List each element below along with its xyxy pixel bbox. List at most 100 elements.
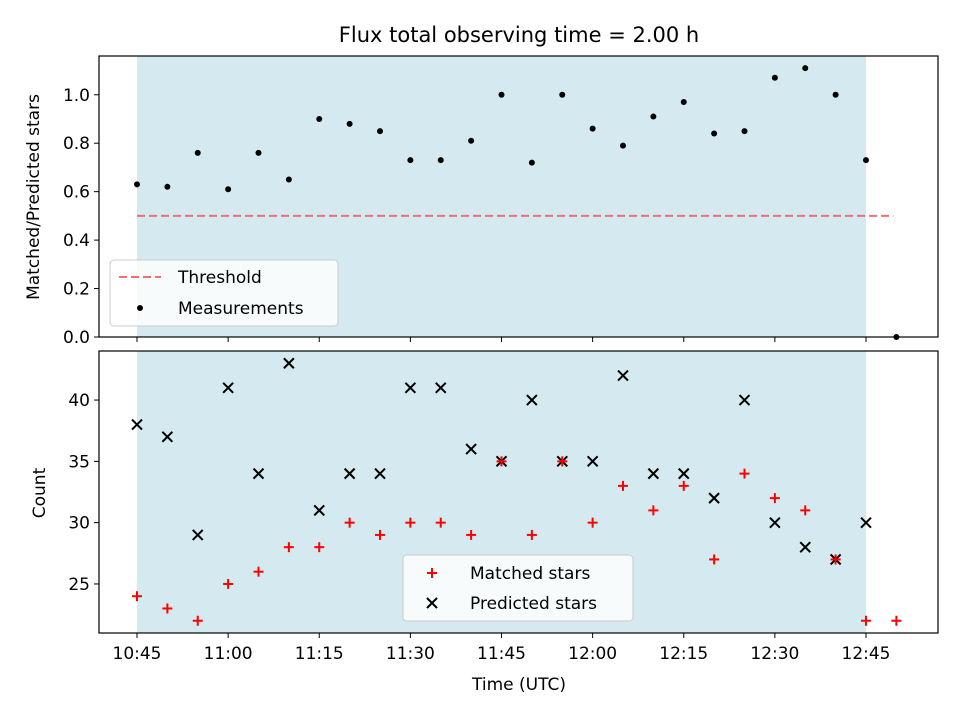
measurement-point (498, 91, 505, 98)
x-tick-label: 11:00 (204, 644, 253, 664)
measurement-point (255, 149, 262, 156)
x-axis-label: Time (UTC) (471, 675, 566, 695)
predicted-star-point (708, 492, 720, 504)
measurement-point (802, 65, 809, 72)
measurement-point (468, 137, 475, 144)
matched-star-point (192, 615, 203, 626)
measurement-point (741, 128, 748, 135)
legend-matched-label: Matched stars (470, 564, 590, 584)
predicted-star-point (343, 467, 356, 480)
matched-star-point (223, 578, 234, 589)
matched-star-point (526, 529, 537, 540)
matched-star-point (435, 517, 446, 528)
x-tick-label: 12:30 (750, 644, 799, 664)
measurement-point (832, 91, 839, 98)
y-tick-label: 0.6 (63, 183, 90, 203)
predicted-star-point-b (313, 504, 325, 517)
y-tick-label: 0.4 (63, 231, 90, 251)
matched-star-point (162, 603, 173, 614)
measurement-point (437, 157, 444, 164)
predicted-star-point-b (283, 357, 295, 369)
predicted-star-point-b (252, 467, 265, 480)
y-tick-label: 0.2 (63, 280, 90, 300)
predicted-star-point (252, 467, 265, 480)
measurement-point (134, 181, 140, 188)
predicted-star-point (678, 467, 690, 480)
bottom-panel: 25 30 35 40 10:45 11:00 11:15 11:30 11:45 12:00 12… (68, 350, 939, 664)
predicted-star-point-b (343, 467, 356, 480)
predicted-star-point-b (526, 394, 538, 406)
legend-measurements-label: Measurements (178, 299, 304, 319)
x-tick-label: 11:45 (477, 644, 526, 664)
measurement-point (863, 157, 869, 164)
bottom-y-axis-label: Count (30, 467, 50, 518)
matched-star-point (891, 615, 902, 626)
predicted-star-point (435, 382, 447, 394)
matched-star-point (344, 517, 355, 528)
matched-star-point (861, 615, 871, 626)
top-legend: Threshold Measurements (109, 259, 339, 327)
top-frame (98, 55, 939, 338)
measurement-point (620, 142, 626, 149)
matched-star-point (587, 517, 598, 528)
predicted-star-point (860, 516, 872, 529)
x-tick-label: 11:30 (386, 644, 435, 664)
x-tick-label: 12:15 (659, 644, 708, 664)
predicted-star-point (192, 529, 204, 541)
measurement-point (680, 99, 687, 106)
predicted-star-point-b (161, 431, 174, 443)
predicted-star-point-b (192, 529, 204, 541)
matched-star-point (648, 505, 659, 516)
predicted-star-point (131, 418, 143, 431)
matched-star-point (769, 493, 780, 504)
predicted-star-point-b (586, 455, 599, 468)
predicted-star-point-b (374, 467, 386, 480)
predicted-star-point-b (708, 492, 720, 504)
predicted-star-point-b (465, 443, 477, 455)
measurement-point (164, 183, 171, 190)
predicted-star-point-b (435, 382, 447, 394)
predicted-star-point (738, 394, 751, 406)
matched-star-point (132, 591, 142, 602)
measurement-point (528, 159, 535, 166)
legend-predicted-swatch (426, 597, 438, 609)
legend-matched-swatch (427, 568, 437, 578)
predicted-star-point (222, 382, 234, 394)
y-tick-label: 0.8 (63, 134, 90, 154)
measurement-point (346, 120, 353, 127)
predicted-star-point (313, 504, 325, 517)
y-tick-label: 25 (68, 575, 90, 595)
bottom-frame (98, 350, 939, 634)
y-tick-label: 35 (68, 452, 90, 472)
matched-star-point (496, 456, 507, 467)
matched-star-point (830, 554, 841, 565)
predicted-star-point-b (678, 467, 690, 480)
measurement-point (316, 115, 323, 122)
legend-predicted-swatch-b (426, 597, 438, 609)
measurement-point (407, 157, 414, 164)
predicted-star-point (769, 516, 781, 529)
predicted-star-point-b (860, 516, 872, 529)
legend-measurements-swatch (137, 305, 143, 311)
predicted-star-point (586, 455, 599, 468)
top-panel: 0.0 0.2 0.4 0.6 0.8 1.0 Threshold Measurements (63, 55, 939, 348)
predicted-star-point-b (738, 394, 751, 406)
measurement-point (377, 128, 383, 135)
y-tick-label: 0.0 (63, 328, 90, 348)
top-y-axis-label: Matched/Predicted stars (24, 94, 44, 300)
measurement-point (589, 125, 596, 132)
predicted-star-point-b (617, 369, 629, 382)
measurement-point (650, 113, 657, 120)
predicted-star-point-b (799, 541, 811, 553)
predicted-star-point-b (131, 418, 143, 431)
y-tick-label: 40 (68, 391, 90, 411)
measurement-point (225, 186, 232, 193)
matched-star-point (678, 480, 689, 491)
x-tick-label: 12:00 (568, 644, 617, 664)
x-tick-label: 11:15 (295, 644, 344, 664)
legend-box (109, 259, 339, 327)
legend-predicted-label: Predicted stars (470, 594, 597, 614)
predicted-star-point (465, 443, 477, 455)
predicted-star-point-b (404, 382, 417, 394)
